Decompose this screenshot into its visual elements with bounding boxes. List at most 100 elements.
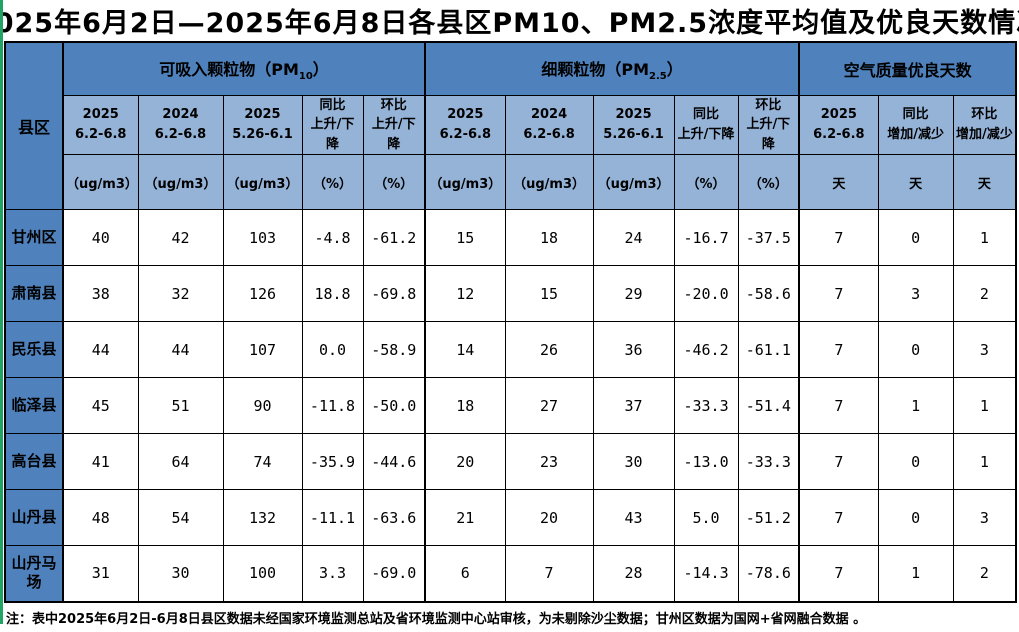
left-edge-strip xyxy=(0,0,3,624)
subheader-cell: 同比 上升/下降 xyxy=(673,94,739,155)
unit-cell: （%） xyxy=(737,154,801,210)
data-cell: 90 xyxy=(222,377,303,434)
data-cell: 6 xyxy=(424,545,506,602)
data-cell: 15 xyxy=(504,265,594,322)
data-cell: 30 xyxy=(137,545,224,602)
pm-table: 县区 可吸入颗粒物（PM10） 细颗粒物（PM2.5） 空气质量优良天数 202… xyxy=(4,41,1018,603)
data-cell: 7 xyxy=(798,265,879,322)
data-cell: -13.0 xyxy=(673,433,739,490)
data-cell: 1 xyxy=(952,433,1017,490)
data-cell: 18.8 xyxy=(301,265,364,322)
subheader-cell: 同比 增加/减少 xyxy=(877,94,954,155)
data-cell: 126 xyxy=(222,265,303,322)
data-cell: -58.6 xyxy=(737,265,801,322)
data-cell: 12 xyxy=(424,265,506,322)
data-cell: 7 xyxy=(798,209,879,266)
data-cell: 1 xyxy=(877,545,954,602)
subheader-cell: 环比 增加/减少 xyxy=(952,94,1017,155)
data-cell: 32 xyxy=(137,265,224,322)
unit-cell: （%） xyxy=(301,154,364,210)
data-cell: 100 xyxy=(222,545,303,602)
data-cell: 107 xyxy=(222,321,303,378)
county-cell: 肃南县 xyxy=(4,265,64,322)
data-cell: -51.4 xyxy=(737,377,801,434)
pm25-label-prefix: 细颗粒物（PM xyxy=(541,59,650,79)
pm10-label-prefix: 可吸入颗粒物（PM xyxy=(159,59,299,79)
data-cell: 64 xyxy=(137,433,224,490)
data-cell: -44.6 xyxy=(362,433,427,490)
data-cell: -14.3 xyxy=(673,545,739,602)
unit-cell: （%） xyxy=(362,154,427,210)
pm25-label-subscript: 2.5 xyxy=(649,70,667,82)
data-cell: 43 xyxy=(592,489,675,546)
unit-cell: （ug/m3） xyxy=(137,154,224,210)
data-cell: -69.0 xyxy=(362,545,427,602)
data-cell: 30 xyxy=(592,433,675,490)
unit-cell: （ug/m3） xyxy=(592,154,675,210)
data-cell: 41 xyxy=(62,433,139,490)
data-cell: -33.3 xyxy=(737,433,801,490)
table-row: 山丹县 48 54 132 -11.1 -63.6 21 20 43 5.0 -… xyxy=(4,489,1017,546)
subheader-cell: 2024 6.2-6.8 xyxy=(504,94,594,155)
data-cell: 48 xyxy=(62,489,139,546)
subheader-cell: 2025 5.26-6.1 xyxy=(592,94,675,155)
data-cell: 5.0 xyxy=(673,489,739,546)
data-cell: 0 xyxy=(877,433,954,490)
subheader-cell: 环比 上升/下降 xyxy=(737,94,801,155)
data-cell: -58.9 xyxy=(362,321,427,378)
data-cell: 51 xyxy=(137,377,224,434)
subheader-row: 2025 6.2-6.8 2024 6.2-6.8 2025 5.26-6.1 同比上… xyxy=(5,94,1017,155)
data-cell: 18 xyxy=(424,377,506,434)
unit-cell: （ug/m3） xyxy=(62,154,139,210)
data-cell: 132 xyxy=(222,489,303,546)
data-cell: -46.2 xyxy=(673,321,739,378)
group-header-row: 县区 可吸入颗粒物（PM10） 细颗粒物（PM2.5） 空气质量优良天数 xyxy=(4,41,1017,210)
county-cell: 甘州区 xyxy=(4,209,64,266)
data-cell: 0 xyxy=(877,321,954,378)
subheader-cell: 2025 6.2-6.8 xyxy=(424,94,506,155)
pm10-label-suffix: ） xyxy=(312,59,329,79)
table-row: 甘州区 40 42 103 -4.8 -61.2 15 18 24 -16.7 … xyxy=(4,209,1017,266)
data-cell: -11.8 xyxy=(301,377,364,434)
unit-cell: 天 xyxy=(798,154,879,210)
data-cell: -51.2 xyxy=(737,489,801,546)
table-row: 高台县 41 64 74 -35.9 -44.6 20 23 30 -13.0 … xyxy=(4,433,1017,490)
data-cell: 2 xyxy=(952,545,1017,602)
table-row: 肃南县 38 32 126 18.8 -69.8 12 15 29 -20.0 … xyxy=(4,265,1017,322)
data-cell: 23 xyxy=(504,433,594,490)
data-cell: -16.7 xyxy=(673,209,739,266)
data-cell: 7 xyxy=(798,321,879,378)
unit-cell: （%） xyxy=(673,154,739,210)
data-cell: 40 xyxy=(62,209,139,266)
data-cell: 7 xyxy=(798,489,879,546)
data-cell: 3 xyxy=(877,265,954,322)
data-cell: 28 xyxy=(592,545,675,602)
data-cell: 15 xyxy=(424,209,506,266)
data-cell: 3.3 xyxy=(301,545,364,602)
unit-cell: （ug/m3） xyxy=(424,154,506,210)
data-cell: 44 xyxy=(137,321,224,378)
data-cell: 0.0 xyxy=(301,321,364,378)
subheader-cell: 同比 上升/下降 xyxy=(301,94,364,155)
table-row: 民乐县 44 44 107 0.0 -58.9 14 26 36 -46.2 -… xyxy=(4,321,1017,378)
data-cell: 27 xyxy=(504,377,594,434)
data-cell: 7 xyxy=(798,433,879,490)
data-cell: -61.2 xyxy=(362,209,427,266)
data-cell: 0 xyxy=(877,489,954,546)
county-cell: 临泽县 xyxy=(4,377,64,434)
data-cell: 42 xyxy=(137,209,224,266)
data-cell: 1 xyxy=(952,377,1017,434)
pm10-label-subscript: 10 xyxy=(298,70,313,82)
county-cell: 高台县 xyxy=(4,433,64,490)
data-cell: 18 xyxy=(504,209,594,266)
table-row: 临泽县 45 51 90 -11.8 -50.0 18 27 37 -33.3 … xyxy=(4,377,1017,434)
county-cell: 民乐县 xyxy=(4,321,64,378)
data-cell: 20 xyxy=(424,433,506,490)
data-cell: 20 xyxy=(504,489,594,546)
county-cell: 山丹县 xyxy=(4,489,64,546)
data-cell: 36 xyxy=(592,321,675,378)
data-cell: -11.1 xyxy=(301,489,364,546)
subheader-cell: 2025 6.2-6.8 xyxy=(798,94,879,155)
units-row: （ug/m3） （ug/m3） （ug/m3） （%） （%） （ug/m3） … xyxy=(5,154,1017,210)
county-cell: 山丹马场 xyxy=(4,545,64,602)
